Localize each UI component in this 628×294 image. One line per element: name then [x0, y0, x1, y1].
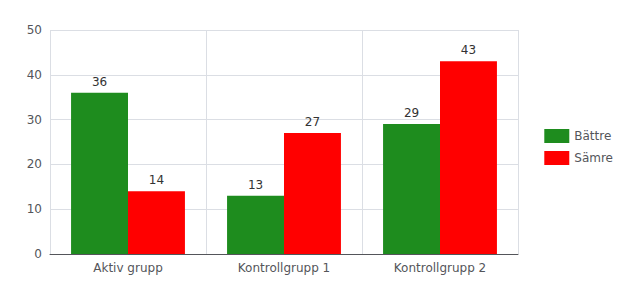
svg-text:Kontrollgrupp 2: Kontrollgrupp 2 — [394, 261, 486, 275]
svg-text:13: 13 — [248, 178, 263, 192]
svg-text:43: 43 — [461, 43, 476, 57]
svg-text:Bättre: Bättre — [574, 129, 611, 143]
svg-text:Aktiv grupp: Aktiv grupp — [93, 261, 163, 275]
svg-text:0: 0 — [34, 247, 42, 261]
svg-text:27: 27 — [305, 115, 320, 129]
svg-text:10: 10 — [27, 202, 42, 216]
svg-text:Kontrollgrupp 1: Kontrollgrupp 1 — [238, 261, 330, 275]
svg-text:36: 36 — [92, 75, 107, 89]
svg-text:30: 30 — [27, 113, 42, 127]
svg-text:20: 20 — [27, 157, 42, 171]
svg-text:14: 14 — [149, 173, 164, 187]
svg-text:Sämre: Sämre — [574, 151, 613, 165]
svg-text:29: 29 — [404, 106, 419, 120]
svg-text:50: 50 — [27, 23, 42, 37]
svg-text:40: 40 — [27, 68, 42, 82]
